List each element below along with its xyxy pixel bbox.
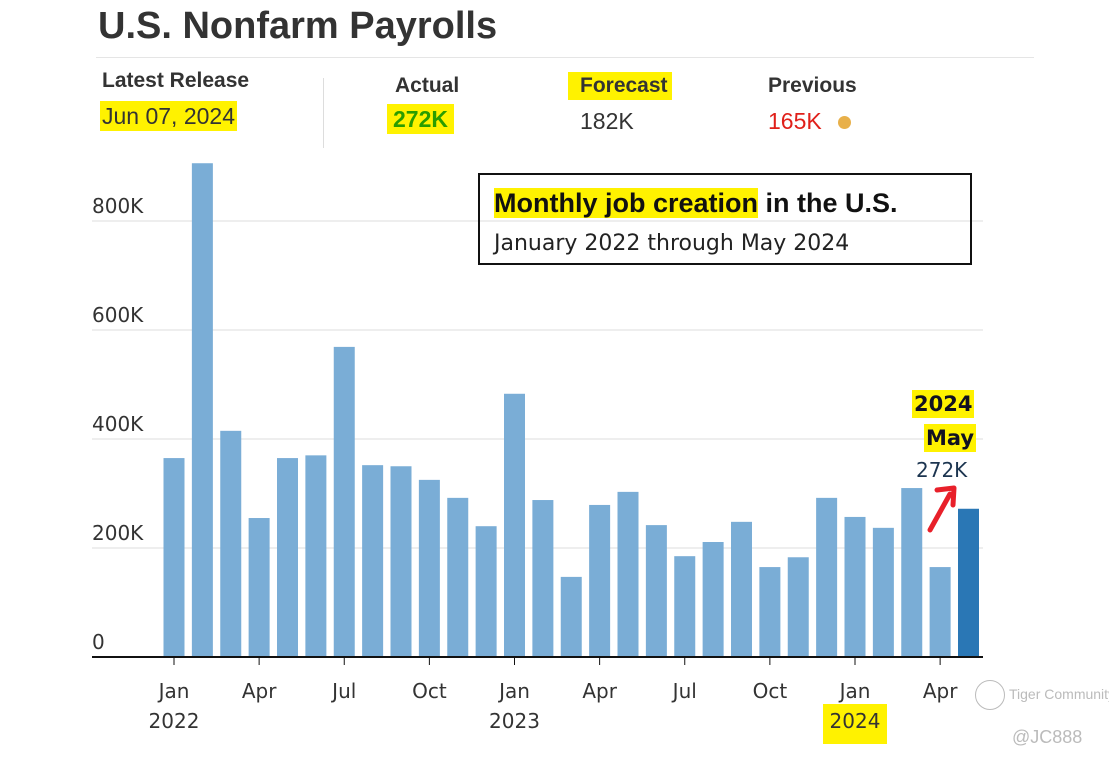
x-tick-label: Jan <box>157 679 190 703</box>
watermark-handle: @JC888 <box>1012 727 1083 747</box>
forecast-label: Forecast <box>568 72 672 100</box>
bar-2022-09 <box>390 466 412 657</box>
x-tick-label: Jan <box>838 679 871 703</box>
watermark: Tiger Community <box>975 678 1109 711</box>
latest-release-label: Latest Release <box>102 69 250 92</box>
chart-subtitle: January 2022 through May 2024 <box>494 231 850 256</box>
bar-2024-04 <box>929 567 951 657</box>
revision-dot-icon <box>838 116 851 129</box>
actual-value: 272K <box>387 104 454 134</box>
bar-2023-10 <box>759 567 781 657</box>
red-arrow-icon <box>927 485 957 533</box>
divider <box>323 78 324 148</box>
previous-value: 165K <box>768 108 822 134</box>
chart-title-highlight: Monthly job creation <box>494 188 759 218</box>
x-tick-label: Oct <box>412 679 447 703</box>
y-tick-label: 0 <box>92 630 105 654</box>
bar-2023-11 <box>787 557 809 657</box>
tiger-logo-icon <box>975 680 1005 711</box>
bar-2023-09 <box>731 521 752 657</box>
y-tick-label: 800K <box>92 194 144 218</box>
bar-2024-02 <box>872 527 894 657</box>
annotation-value: 272K <box>916 458 968 482</box>
x-year-label: 2023 <box>489 709 540 733</box>
actual-label: Actual <box>395 74 460 97</box>
chart-title-box: Monthly job creation in the U.S. January… <box>478 173 972 265</box>
x-tick-label: Apr <box>923 679 958 703</box>
previous-label: Previous <box>768 74 857 97</box>
x-year-label: 2022 <box>149 709 200 733</box>
bar-2023-12 <box>816 497 838 657</box>
bar-2022-04 <box>248 518 270 657</box>
x-tick-label: Oct <box>753 679 788 703</box>
bar-2023-01 <box>504 393 525 657</box>
year-highlight <box>823 704 887 744</box>
chart-title-rest: in the U.S. <box>758 188 898 218</box>
bar-2022-06 <box>305 455 327 657</box>
watermark-text: Tiger Community <box>1009 686 1109 702</box>
y-tick-label: 200K <box>92 521 144 545</box>
bar-2023-05 <box>617 491 639 657</box>
x-tick-label: Apr <box>242 679 277 703</box>
annotation-year: 2024 <box>912 390 975 418</box>
bar-2024-05 <box>958 508 979 657</box>
bar-2023-03 <box>560 576 582 657</box>
x-tick-label: Jan <box>497 679 530 703</box>
bar-2024-03 <box>901 488 923 657</box>
x-tick-label: Jul <box>330 679 356 703</box>
bar-2022-12 <box>475 526 497 657</box>
bar-2023-08 <box>702 542 724 657</box>
bar-2023-02 <box>532 500 554 657</box>
chart-title: Monthly job creation in the U.S. <box>494 187 898 219</box>
x-tick-label: Apr <box>582 679 617 703</box>
y-tick-label: 600K <box>92 303 144 327</box>
y-tick-label: 400K <box>92 412 144 436</box>
latest-release-date: Jun 07, 2024 <box>100 101 238 131</box>
bar-2024-01 <box>844 516 866 657</box>
bar-2022-07 <box>333 346 355 657</box>
page-title: U.S. Nonfarm Payrolls <box>98 5 498 47</box>
forecast-value: 182K <box>580 108 634 134</box>
bar-2022-08 <box>362 465 384 657</box>
bar-2022-10 <box>418 479 440 657</box>
bar-2023-06 <box>645 525 667 657</box>
bar-2022-03 <box>220 430 242 657</box>
x-year-label: 2024 <box>830 709 881 733</box>
bar-2022-02 <box>191 163 213 658</box>
x-tick-label: Jul <box>671 679 697 703</box>
bar-2022-01 <box>163 458 185 657</box>
bar-2022-05 <box>277 458 298 657</box>
annotation-month: May <box>924 424 977 452</box>
bar-2022-11 <box>447 497 469 657</box>
divider <box>96 57 1034 58</box>
bar-2023-04 <box>589 504 611 657</box>
bar-2023-07 <box>674 556 696 657</box>
